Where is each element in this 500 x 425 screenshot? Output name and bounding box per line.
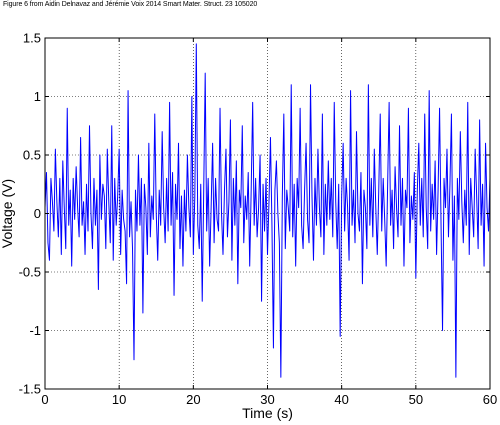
x-tick-label: 30 bbox=[260, 392, 274, 407]
y-tick-label: 1.5 bbox=[23, 31, 41, 46]
x-tick-label: 0 bbox=[41, 392, 48, 407]
y-tick-labels: -1.5 -1 -0.5 0 0.5 1 1.5 bbox=[19, 31, 41, 397]
y-tick-label: 0.5 bbox=[23, 148, 41, 163]
y-tick-label: -1.5 bbox=[19, 382, 41, 397]
x-tick-label: 60 bbox=[483, 392, 497, 407]
x-tick-label: 50 bbox=[409, 392, 423, 407]
tick-marks bbox=[44, 37, 491, 390]
y-tick-label: -0.5 bbox=[19, 265, 41, 280]
grid bbox=[45, 38, 490, 389]
y-tick-label: 1 bbox=[34, 89, 41, 104]
plot-area bbox=[44, 43, 491, 378]
x-axis-label: Time (s) bbox=[242, 405, 293, 421]
x-tick-label: 10 bbox=[112, 392, 126, 407]
y-tick-label: -1 bbox=[29, 323, 41, 338]
x-tick-labels: 0 10 20 30 40 50 60 bbox=[41, 392, 497, 407]
series-line bbox=[44, 43, 491, 378]
y-axis-label: Voltage (V) bbox=[0, 179, 15, 248]
figure-caption: Figure 6 from Aidin Delnavaz and Jérémie… bbox=[3, 1, 258, 8]
y-tick-label: 0 bbox=[34, 206, 41, 221]
x-tick-label: 40 bbox=[334, 392, 348, 407]
x-tick-label: 20 bbox=[186, 392, 200, 407]
